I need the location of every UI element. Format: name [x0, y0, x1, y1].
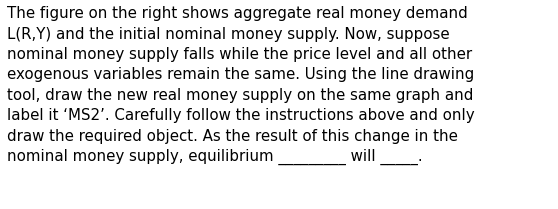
Text: The figure on the right shows aggregate real money demand
L(R,Y) and the initial: The figure on the right shows aggregate …	[7, 6, 475, 165]
